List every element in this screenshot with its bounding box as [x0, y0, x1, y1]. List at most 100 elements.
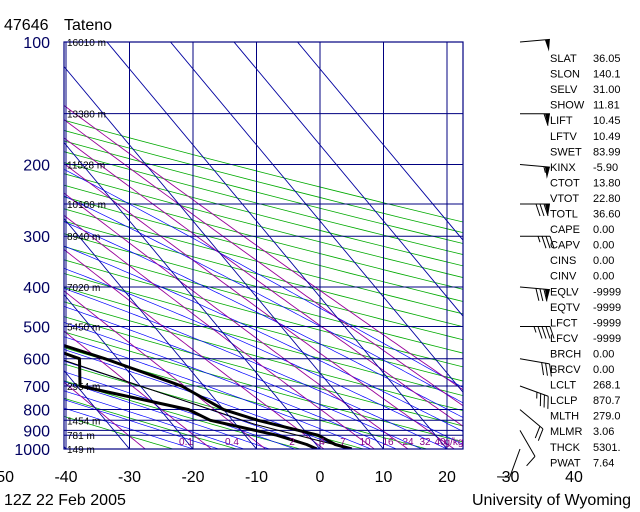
index-value: 5301.: [593, 442, 621, 454]
wind-barb-staff: [519, 164, 550, 168]
dry-adiabat: [64, 119, 463, 223]
temperature-profile-line: [64, 343, 353, 449]
parcel-profile-line: [64, 359, 352, 449]
mixing-ratio-label: 40: [434, 437, 446, 448]
wind-barb-staff: [519, 358, 550, 365]
pressure-tick-label: 1000: [14, 442, 50, 459]
wind-barb-staff: [519, 430, 536, 457]
index-label: EQTV: [550, 302, 581, 314]
dry-adiabat: [64, 347, 429, 449]
wind-barb-flag: [545, 113, 550, 126]
mixing-ratio-label: 32: [419, 437, 431, 448]
wind-barb-half: [543, 166, 546, 173]
wind-barb-full: [535, 203, 541, 217]
wind-barb-full: [541, 326, 547, 339]
isotherm: [233, 42, 463, 317]
index-label: SHOW: [550, 100, 585, 112]
mixing-ratio-label: 7: [340, 437, 346, 448]
wind-barb-full: [543, 394, 545, 408]
wind-barb-flag: [544, 289, 550, 302]
dry-adiabat: [64, 173, 463, 278]
pressure-tick-label: 500: [23, 319, 50, 336]
isotherm: [64, 141, 321, 449]
dry-adiabat: [64, 196, 463, 302]
height-label: 8940 m: [67, 232, 100, 243]
wind-barb-full: [534, 426, 541, 439]
wind-barb-flag: [544, 166, 550, 179]
background-lines: [64, 42, 463, 449]
index-value: 83.99: [593, 146, 621, 158]
index-value: 31.00: [593, 84, 621, 96]
temperature-tick-label: -20: [181, 469, 204, 486]
wind-barb-full: [545, 326, 551, 339]
index-value: 140.1: [593, 69, 621, 81]
wind-barb: [519, 358, 552, 377]
dry-adiabat: [64, 259, 463, 368]
wind-barb-full: [547, 396, 549, 409]
wind-barb-staff: [519, 38, 550, 43]
isotherm: [169, 42, 463, 393]
pressure-tick-label: 800: [23, 403, 50, 420]
wind-barb-staff: [519, 409, 544, 430]
index-label: BRCH: [550, 348, 581, 360]
mixing-ratio-line: [64, 163, 456, 449]
index-value: 0.00: [593, 348, 614, 360]
mixing-ratio-line: [64, 192, 409, 449]
height-label: 10100 m: [67, 200, 106, 211]
temperature-tick-label: 40: [565, 469, 583, 486]
index-label: SLON: [550, 69, 580, 81]
pressure-tick-label: 300: [23, 229, 50, 246]
index-label: SLAT: [550, 53, 577, 65]
height-label: 7020 m: [67, 283, 100, 294]
wind-barb-half: [536, 392, 538, 399]
wind-barb: [519, 164, 550, 179]
wind-barb: [520, 113, 550, 126]
height-label: 13380 m: [67, 110, 106, 121]
index-value: 11.81: [593, 100, 620, 112]
wind-barb-flag: [545, 204, 550, 216]
mixing-ratio-label: 0.4: [225, 437, 239, 448]
index-value: -9999: [593, 286, 621, 298]
temperature-tick-label: -50: [0, 469, 14, 486]
dry-adiabat: [64, 316, 463, 427]
wind-barb: [519, 409, 544, 441]
isotherm: [64, 65, 385, 449]
observation-time: 12Z 22 Feb 2005: [4, 492, 126, 509]
index-label: LFTV: [550, 131, 578, 143]
dry-adiabat: [64, 162, 463, 267]
wind-barb: [520, 235, 555, 249]
moist-adiabat: [64, 407, 194, 449]
temperature-tick-label: 0: [316, 469, 325, 486]
pressure-tick-label: 100: [23, 35, 50, 52]
wind-barb-full: [537, 428, 544, 441]
wind-barb: [520, 326, 555, 339]
mixing-ratio-label: 2: [289, 437, 295, 448]
temperature-tick-label: -30: [118, 469, 141, 486]
wind-barb-full: [549, 236, 555, 249]
index-value: 22.80: [593, 193, 621, 205]
mixing-ratio-label: 16: [382, 437, 394, 448]
wind-barb-full: [537, 326, 543, 339]
index-label: LFCV: [550, 333, 579, 345]
index-label: SWET: [550, 146, 582, 158]
wind-barbs: [497, 38, 555, 478]
wind-barb: [519, 430, 536, 467]
index-label: THCK: [550, 442, 581, 454]
index-label: PWAT: [550, 457, 581, 469]
index-label: SELV: [550, 84, 578, 96]
station-name: Tateno: [64, 17, 112, 34]
index-value: 36.05: [593, 53, 621, 65]
index-value: 10.45: [593, 115, 621, 127]
station-id: 47646: [4, 17, 49, 34]
temperature-tick-label: 30: [502, 469, 520, 486]
mixing-ratio-label: g/kg: [445, 437, 464, 448]
temperature-tick-label: 10: [375, 469, 393, 486]
index-label: LCLP: [550, 395, 578, 407]
wind-barb-full: [549, 363, 552, 377]
moist-adiabat: [64, 399, 219, 449]
dry-adiabat: [64, 130, 463, 234]
index-value: 279.0: [593, 411, 621, 423]
dry-adiabat: [64, 208, 463, 315]
data-source: University of Wyoming: [472, 492, 631, 509]
height-label: 1454 m: [67, 416, 100, 427]
